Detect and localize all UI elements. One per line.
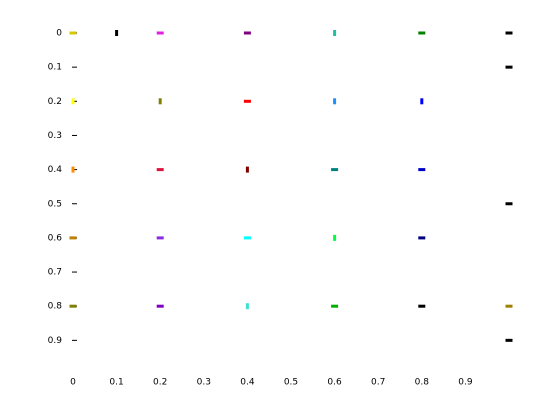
point <box>243 31 251 35</box>
point <box>333 30 337 36</box>
point <box>505 31 513 35</box>
point <box>418 236 426 240</box>
point <box>505 65 513 69</box>
x-tick-label: 0.7 <box>371 378 385 388</box>
point <box>505 202 513 206</box>
x-tick-label: 0.2 <box>153 378 167 388</box>
point <box>156 304 164 308</box>
point <box>505 338 513 342</box>
point <box>245 303 249 310</box>
y-tick-label: 0.2 <box>48 97 62 107</box>
y-tick-label: 0.3 <box>48 131 62 141</box>
point <box>243 99 251 103</box>
x-tick-label: 0.8 <box>415 378 430 388</box>
point <box>333 234 337 241</box>
x-tick-label: 0.3 <box>197 378 211 388</box>
point <box>71 166 75 173</box>
point <box>243 236 251 240</box>
point <box>156 31 164 35</box>
point <box>69 304 77 308</box>
point <box>156 168 164 172</box>
point <box>418 168 426 172</box>
x-tick-label: 0 <box>70 378 76 388</box>
point <box>418 304 426 308</box>
point <box>331 168 339 172</box>
point <box>69 31 77 35</box>
point <box>420 98 424 105</box>
point <box>331 304 339 308</box>
point <box>418 31 426 35</box>
point <box>69 236 77 240</box>
point <box>333 98 337 105</box>
x-tick-label: 0.5 <box>284 378 298 388</box>
y-tick-label: 0.4 <box>48 165 63 175</box>
y-tick-label: 0.6 <box>48 233 63 243</box>
y-tick-label: 0.7 <box>48 268 62 278</box>
point <box>245 166 249 173</box>
y-tick-label: 0.5 <box>48 199 62 209</box>
point <box>156 236 164 240</box>
y-tick-label: 0.1 <box>48 63 62 73</box>
y-tick-label: 0.9 <box>48 336 63 346</box>
point <box>71 98 75 105</box>
point <box>505 304 513 308</box>
x-tick-label: 0.6 <box>327 378 342 388</box>
x-tick-label: 0.4 <box>240 378 255 388</box>
point <box>158 98 162 105</box>
x-tick-label: 0.9 <box>458 378 473 388</box>
y-tick-label: 0 <box>56 29 62 39</box>
point <box>115 30 119 36</box>
x-tick-label: 0.1 <box>109 378 123 388</box>
y-tick-label: 0.8 <box>48 302 63 312</box>
